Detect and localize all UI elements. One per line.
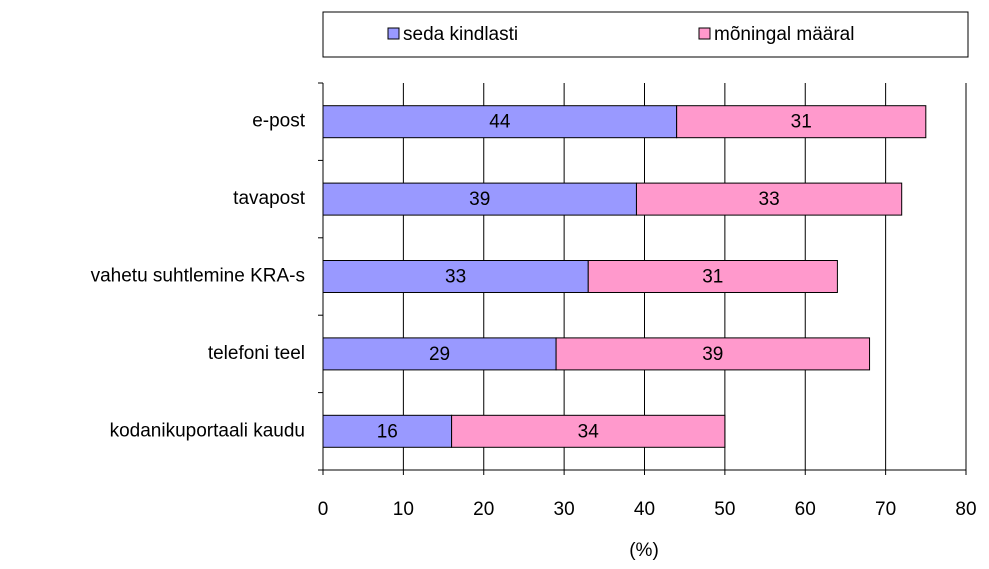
x-tick-label: 20 bbox=[473, 499, 494, 520]
x-tick-label: 60 bbox=[795, 499, 816, 520]
bar bbox=[322, 182, 637, 216]
x-tick-label: 80 bbox=[955, 499, 976, 520]
x-tick-label: 30 bbox=[554, 499, 575, 520]
y-tick-label: tavapost bbox=[233, 188, 306, 209]
y-tick-label: telefoni teel bbox=[208, 343, 305, 364]
data-label: 34 bbox=[578, 421, 600, 442]
bar bbox=[676, 105, 927, 139]
data-label: 39 bbox=[469, 189, 490, 210]
data-label: 33 bbox=[445, 267, 466, 288]
x-tick-label: 40 bbox=[634, 499, 655, 520]
data-label: 44 bbox=[489, 112, 511, 133]
y-tick-label: vahetu suhtlemine KRA-s bbox=[91, 266, 305, 287]
bar bbox=[322, 337, 557, 371]
bar bbox=[555, 337, 871, 371]
bar bbox=[635, 182, 903, 216]
legend-label: seda kindlasti bbox=[403, 24, 518, 45]
data-label: 16 bbox=[377, 421, 398, 442]
data-label: 39 bbox=[702, 344, 723, 365]
legend-swatch bbox=[698, 27, 711, 40]
legend-swatch bbox=[387, 27, 400, 40]
x-tick-label: 70 bbox=[875, 499, 896, 520]
legend-label: mõningal määral bbox=[714, 24, 854, 45]
x-tick-label: 10 bbox=[393, 499, 414, 520]
bar bbox=[322, 105, 678, 139]
x-axis-label: (%) bbox=[629, 540, 659, 561]
bar bbox=[451, 414, 726, 448]
bar bbox=[587, 260, 838, 293]
y-tick-label: e-post bbox=[252, 111, 306, 132]
x-tick-label: 50 bbox=[714, 499, 735, 520]
data-label: 33 bbox=[759, 189, 780, 210]
data-label: 31 bbox=[791, 112, 812, 133]
x-tick-label: 0 bbox=[318, 499, 329, 520]
data-label: 31 bbox=[702, 267, 723, 288]
data-label: 29 bbox=[429, 344, 450, 365]
legend-box bbox=[322, 11, 969, 58]
y-tick-label: kodanikuportaali kaudu bbox=[110, 420, 305, 441]
